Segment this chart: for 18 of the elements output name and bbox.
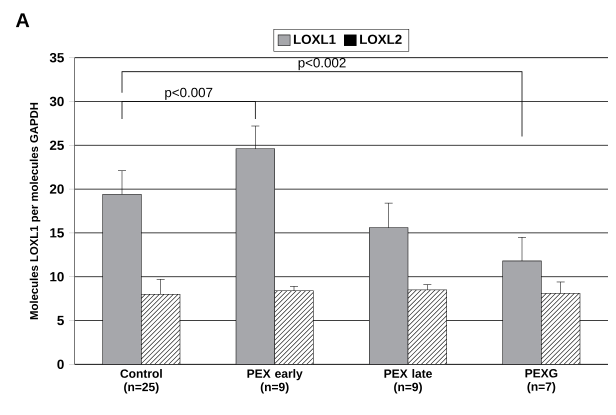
annotation: p<0.002 xyxy=(298,58,346,70)
x-tick-label: PEX early (n=9) xyxy=(247,369,303,394)
y-tick-label: 5 xyxy=(57,316,64,326)
x-tick-label: PEX late (n=9) xyxy=(384,369,432,394)
legend-label: LOXL1 xyxy=(294,34,336,44)
text: A xyxy=(16,13,30,28)
y-tick-label: 0 xyxy=(57,360,64,370)
y-tick-label: 30 xyxy=(50,96,64,106)
y-tick-label: 35 xyxy=(50,52,64,62)
y-tick-label: 10 xyxy=(50,272,64,282)
legend-label: LOXL2 xyxy=(360,34,402,44)
x-tick-label: PEXG (n=7) xyxy=(525,369,558,394)
annotation: p<0.007 xyxy=(165,88,212,100)
y-tick-label: 15 xyxy=(50,228,64,238)
y-axis-title: Molecules LOXL1 per molecules GAPDH xyxy=(30,102,40,320)
y-tick-label: 20 xyxy=(50,184,64,194)
x-tick-label: Control (n=25) xyxy=(120,369,162,394)
y-tick-label: 25 xyxy=(50,140,64,150)
